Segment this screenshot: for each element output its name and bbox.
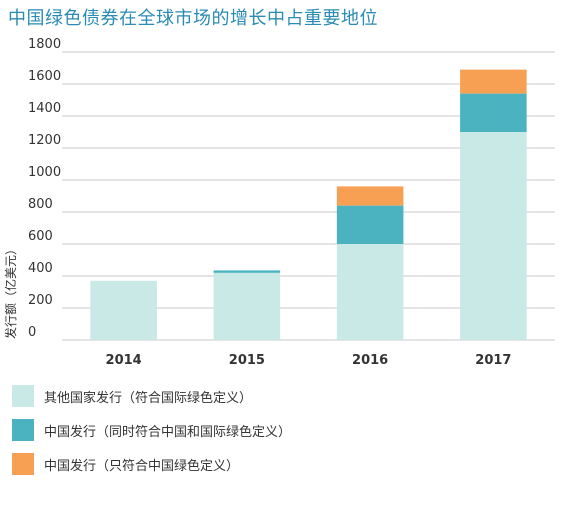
y-axis-label: 发行额（亿美元） bbox=[3, 243, 18, 339]
bar-2017-series-2 bbox=[460, 69, 527, 94]
x-tick-label-2017: 2017 bbox=[475, 353, 511, 368]
legend-swatch-other-countries bbox=[12, 385, 34, 407]
y-tick-label: 1200 bbox=[28, 133, 61, 148]
legend-swatch-china-only bbox=[12, 453, 34, 475]
x-tick-label-2016: 2016 bbox=[352, 353, 388, 368]
x-tick-label-2014: 2014 bbox=[106, 353, 142, 368]
bar-2015-series-0 bbox=[213, 272, 281, 340]
bar-2016-series-0 bbox=[336, 244, 404, 340]
bar-2014-series-0 bbox=[90, 280, 157, 340]
y-tick-label: 1800 bbox=[28, 37, 61, 52]
legend-item-other-countries: 其他国家发行（符合国际绿色定义） bbox=[12, 385, 252, 407]
bar-2015-series-1 bbox=[213, 270, 281, 273]
legend-label-china-both: 中国发行（同时符合中国和国际绿色定义） bbox=[44, 424, 292, 440]
bar-2016-series-2 bbox=[336, 186, 404, 206]
y-tick-label: 1000 bbox=[28, 165, 61, 180]
y-tick-label: 200 bbox=[28, 293, 53, 308]
y-tick-label: 600 bbox=[28, 229, 53, 244]
bar-2017-series-1 bbox=[460, 93, 527, 132]
y-tick-label: 800 bbox=[28, 197, 53, 212]
y-tick-label: 1600 bbox=[28, 69, 61, 84]
stacked-bar-chart: 0 200 400 600 800 1000 1200 1400 1600 1800 发行额（亿美元… bbox=[3, 37, 555, 368]
legend-item-china-both: 中国发行（同时符合中国和国际绿色定义） bbox=[12, 419, 291, 441]
y-tick-label: 1400 bbox=[28, 101, 61, 116]
chart-title: 中国绿色债券在全球市场的增长中占重要地位 bbox=[8, 8, 378, 29]
legend-item-china-only: 中国发行（只符合中国绿色定义） bbox=[12, 453, 239, 475]
legend-swatch-china-both bbox=[12, 419, 34, 441]
legend-label-other-countries: 其他国家发行（符合国际绿色定义） bbox=[44, 390, 253, 406]
y-tick-label: 400 bbox=[28, 261, 53, 276]
y-tick-label: 0 bbox=[28, 325, 36, 340]
x-tick-label-2015: 2015 bbox=[229, 353, 265, 368]
bar-2017-series-0 bbox=[460, 132, 527, 340]
legend-label-china-only: 中国发行（只符合中国绿色定义） bbox=[44, 458, 240, 474]
bar-2016-series-1 bbox=[336, 205, 404, 244]
